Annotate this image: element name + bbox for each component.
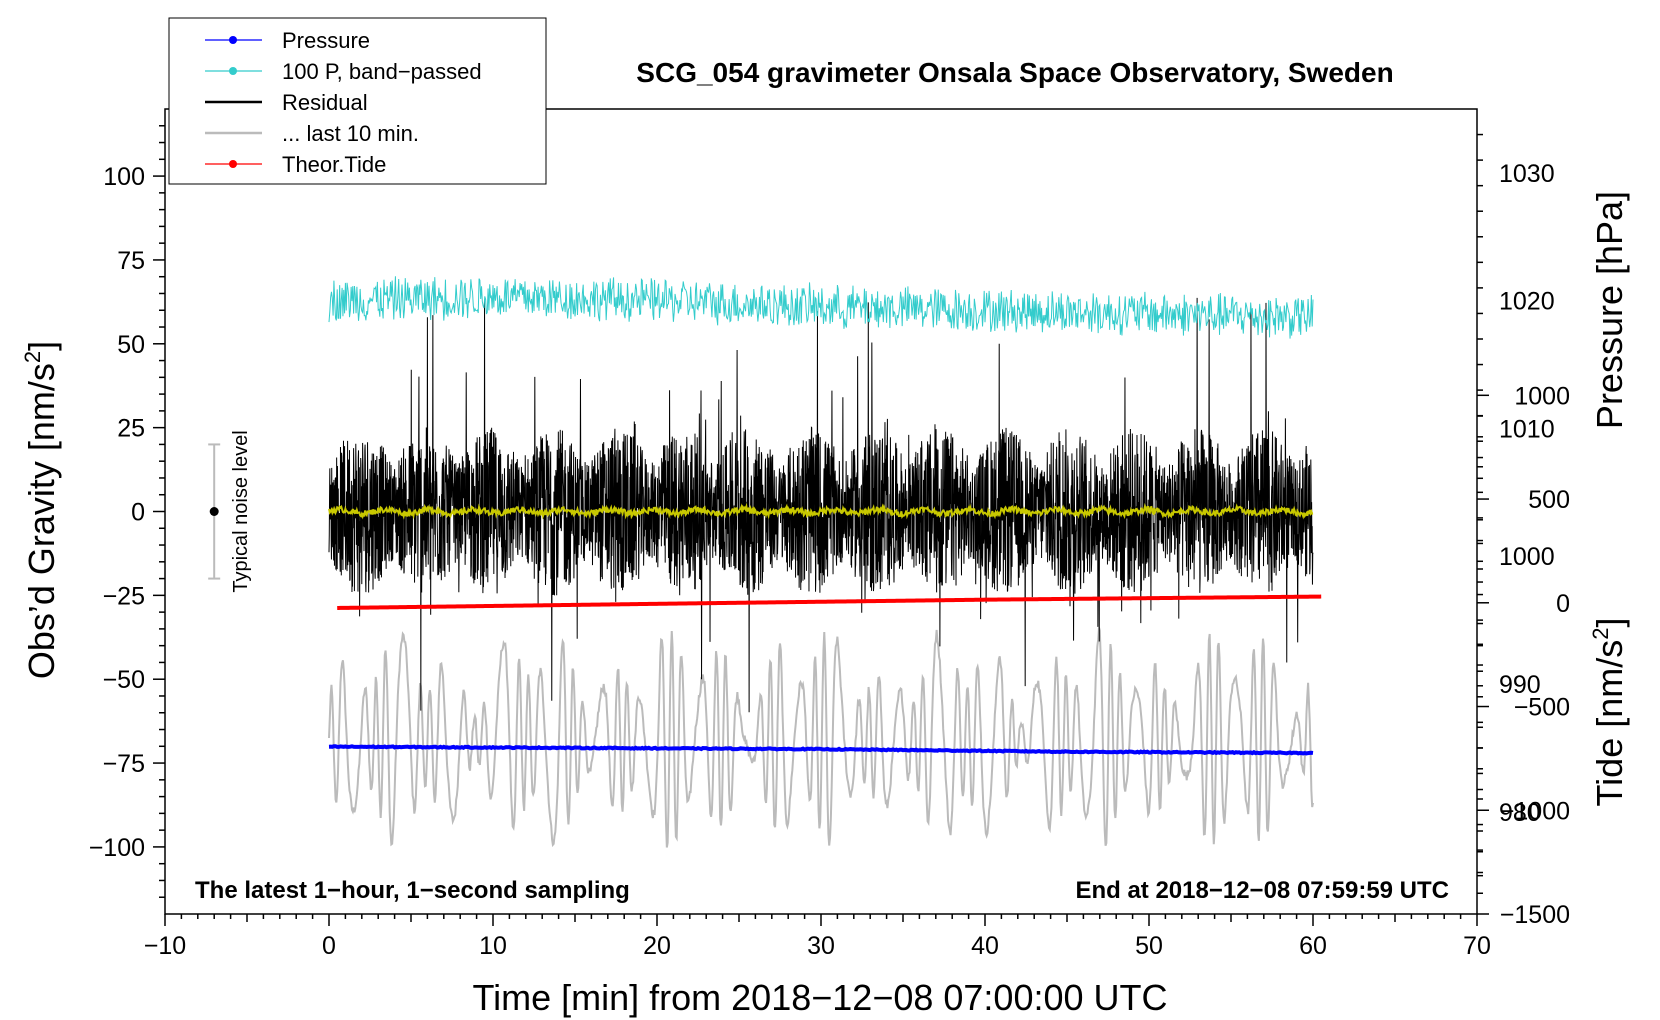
noise-label: Typical noise level [230,430,252,592]
pressure-tick-label: 1000 [1499,543,1555,571]
x-tick-label: 30 [807,932,835,960]
noise-dot [209,507,219,516]
pressure-tick-label: 1030 [1499,160,1555,188]
legend-swatch-marker [229,160,237,168]
y-axis-title-sup: 2 [20,351,45,363]
legend-label: Theor.Tide [282,152,386,177]
y-axis-title: Obs’d Gravity [nm/s2] [20,341,62,679]
x-tick-label: 50 [1135,932,1163,960]
tide-axis-title: Tide [nm/s2] [1588,618,1630,807]
tide-tick-label: 0 [1556,590,1570,618]
tide-axis-title-close: ] [1589,618,1630,628]
y-tick-label: 0 [131,499,145,527]
noise-indicator: Typical noise level [208,430,252,593]
x-tick-label: 60 [1299,932,1327,960]
legend-label: Pressure [282,28,370,53]
y-tick-label: −50 [103,666,145,694]
annotation-right: End at 2018−12−08 07:59:59 UTC [1075,877,1449,904]
y-tick-label: 100 [103,163,145,191]
y-tick-label: −25 [103,582,145,610]
legend-label: Residual [282,90,368,115]
pressure-axis-title: Pressure [hPa] [1589,191,1630,429]
series-residual-smoothed [328,502,1314,520]
y-tick-label: 75 [117,247,145,275]
x-tick-label: 10 [479,932,507,960]
legend: Pressure 100 P, band−passed Residual ... la… [168,17,547,185]
x-tick-label: 0 [322,932,336,960]
legend-items: Pressure 100 P, band−passed Residual ... la… [205,28,482,177]
tide-tick-label: 500 [1528,486,1570,514]
x-tick-label: 20 [643,932,671,960]
tick-layer: −10 0 10 20 30 40 50 60 70−100−75−50−25025507510… [89,125,1570,960]
legend-label: 100 P, band−passed [282,59,482,84]
tide-tick-label: −1500 [1500,901,1570,929]
tide-axis-title-sup: 2 [1588,628,1613,640]
y-axis-title-main: Obs’d Gravity [nm/s [21,363,62,679]
y-axis-title-close: ] [21,341,62,351]
pressure-tick-label: 1010 [1499,415,1555,443]
legend-label: ... last 10 min. [282,121,419,146]
tide-axis-title-main: Tide [nm/s [1589,640,1630,807]
pressure-tick-label: 980 [1499,799,1541,827]
y-tick-label: 25 [117,415,145,443]
series-residual [328,297,1314,713]
series-pressure [328,744,1314,756]
tide-tick-label: −1000 [1500,797,1570,825]
tide-tick-label: 1000 [1514,382,1570,410]
series-last-10-min [328,627,1314,848]
pressure-tick-label: 990 [1499,671,1541,699]
series-pressure-band-passed [328,276,1314,339]
chart-title: SCG_054 gravimeter Onsala Space Observat… [636,57,1393,88]
series-layer [328,276,1322,848]
tide-tick-label: −500 [1514,694,1570,722]
series-theor-tide [337,594,1322,610]
x-tick-label: 40 [971,932,999,960]
y-tick-label: −75 [103,750,145,778]
x-tick-label: −10 [144,932,186,960]
x-tick-label: 70 [1463,932,1491,960]
pressure-tick-label: 1020 [1499,288,1555,316]
y-tick-label: 50 [117,331,145,359]
legend-swatch-marker [229,67,237,75]
x-axis-title: Time [min] from 2018−12−08 07:00:00 UTC [472,977,1167,1018]
annotation-left: The latest 1−hour, 1−second sampling [195,877,630,904]
legend-swatch-marker [229,36,237,44]
y-tick-label: −100 [89,834,145,862]
